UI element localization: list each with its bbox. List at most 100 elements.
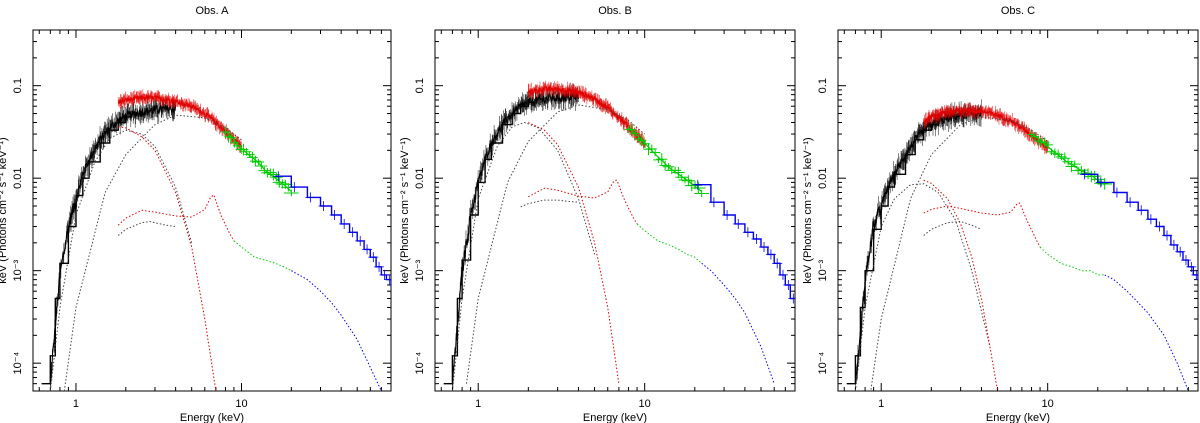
data-point-data-blue [374, 261, 385, 272]
error-bars-data-red [528, 80, 645, 149]
data-point-data-blue [305, 192, 316, 203]
series-component-diskbb-red [118, 126, 217, 391]
data-point-data-green [675, 173, 689, 181]
series-reflection-blue [291, 270, 382, 391]
series-layer [846, 99, 1198, 391]
series-data-red [528, 85, 646, 145]
y-axis-label: keV (Photons cm⁻² s⁻¹ keV⁻¹) [802, 137, 814, 283]
series-data-red [923, 107, 1049, 149]
x-axis-label: Energy (keV) [986, 412, 1050, 423]
y-tick-label: 10⁻⁴ [12, 352, 24, 375]
series-data-blue [1081, 173, 1198, 281]
data-point-data-blue [347, 227, 358, 238]
x-axis-label: Energy (keV) [180, 412, 244, 423]
data-point-data-green [272, 177, 287, 188]
data-point-data-blue [759, 242, 770, 253]
data-point-data-blue [1136, 205, 1147, 216]
series-model-total [443, 101, 535, 385]
data-point-data-green [266, 168, 280, 181]
data-point-data-blue [368, 252, 379, 263]
data-point-data-blue [1186, 261, 1197, 272]
y-tick-label: 10⁻⁴ [817, 352, 829, 375]
y-tick-label: 0.1 [817, 78, 829, 93]
data-point-data-blue [783, 279, 794, 290]
panel-1: Obs. A 1 10 10⁻⁴ 10⁻³ 0.01 0.1 Energy (keV) keV … [0, 5, 392, 423]
x-tick-label: 10 [1042, 398, 1054, 410]
data-point-data-blue [751, 233, 762, 244]
series-model-total [41, 116, 132, 385]
data-point-data-blue [1175, 246, 1186, 257]
y-tick-label: 10⁻³ [12, 259, 24, 281]
series-layer [443, 80, 795, 391]
panel-title: Obs. B [598, 5, 632, 17]
panel-title: Obs. A [195, 5, 229, 17]
series-reflection-red [528, 179, 638, 225]
series-component-powerlaw [870, 116, 1048, 391]
series-data-black [451, 92, 579, 385]
plot-frame [434, 29, 796, 392]
data-point-data-green [672, 166, 685, 179]
data-point-data-blue [765, 249, 776, 260]
data-point-data-green [649, 148, 661, 157]
series-component-diskbb [49, 129, 193, 391]
series-data-red [117, 94, 242, 149]
data-point-data-green [691, 182, 706, 195]
data-point-data-blue [777, 269, 788, 280]
x-tick-label: 1 [73, 398, 79, 410]
data-point-data-blue [772, 258, 783, 269]
data-point-data-blue [362, 244, 373, 255]
data-point-data-blue [692, 179, 703, 190]
data-point-data-green [252, 158, 265, 166]
panel-3: Obs. C 1 10 10⁻⁴ 10⁻³ 0.01 0.1 Energy (keV) keV … [802, 5, 1199, 423]
x-axis-label: Energy (keV) [583, 412, 647, 423]
x-tick-label: 10 [235, 398, 247, 410]
series-data-green [225, 131, 292, 192]
series-component-diskbb [854, 183, 991, 391]
data-point-data-blue [1154, 221, 1165, 232]
x-tick-label: 1 [475, 398, 481, 410]
data-point-data-blue [733, 218, 744, 229]
data-point-data-green [1087, 170, 1102, 182]
data-point-data-blue [722, 209, 733, 220]
panel-title: Obs. C [1001, 5, 1035, 17]
data-point-data-blue [1191, 269, 1198, 280]
series-reflection-black [520, 199, 579, 208]
data-point-data-green [659, 160, 671, 171]
series-data-black [854, 108, 982, 385]
data-point-data-blue [1162, 230, 1173, 241]
data-point-data-blue [788, 293, 795, 304]
x-tick-label: 10 [639, 398, 651, 410]
y-tick-label: 0.01 [12, 167, 24, 188]
data-point-data-green [678, 176, 692, 184]
panel-2: Obs. B 1 10 10⁻⁴ 10⁻³ 0.01 0.1 Energy (keV) keV … [399, 5, 796, 423]
series-reflection-red [117, 194, 235, 242]
data-point-data-green [249, 155, 261, 167]
series-reflection-green [636, 223, 702, 264]
series-component-diskbb-red [923, 179, 999, 391]
y-axis-label: keV (Photons cm⁻² s⁻¹ keV⁻¹) [0, 137, 9, 283]
data-point-data-blue [708, 197, 719, 208]
series-reflection-black [923, 221, 982, 236]
series-component-diskbb-red [528, 122, 620, 384]
series-reflection-blue [701, 262, 775, 384]
series-reflection-green [233, 240, 292, 272]
data-point-data-blue [339, 218, 350, 229]
series-reflection-black [117, 220, 176, 236]
y-tick-label: 10⁻³ [414, 259, 426, 281]
data-point-data-green [284, 189, 299, 197]
series-reflection-blue [1104, 274, 1189, 391]
y-tick-label: 0.01 [817, 167, 829, 188]
series-data-blue [694, 184, 795, 300]
data-point-data-blue [1111, 187, 1122, 198]
data-point-data-blue [273, 171, 284, 182]
y-tick-label: 0.1 [12, 78, 24, 93]
y-tick-label: 10⁻⁴ [414, 352, 426, 375]
data-point-data-blue [1145, 214, 1156, 225]
data-point-data-blue [742, 227, 753, 238]
series-data-black [49, 104, 177, 382]
series-layer [41, 89, 391, 391]
y-axis-label: keV (Photons cm⁻² s⁻¹ keV⁻¹) [399, 137, 411, 283]
y-tick-label: 0.1 [414, 78, 426, 93]
data-point-data-blue [389, 284, 391, 286]
plot-frame [32, 29, 392, 392]
